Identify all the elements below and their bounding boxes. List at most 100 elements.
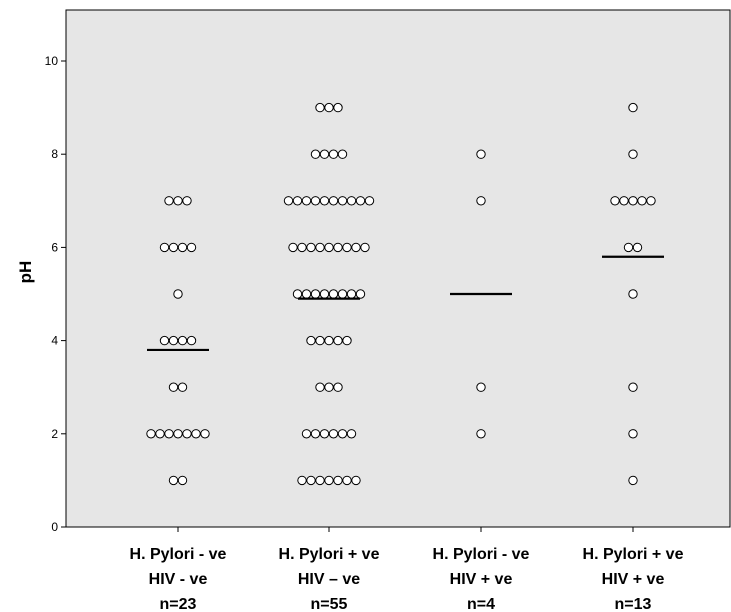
data-point <box>319 429 330 439</box>
data-point <box>319 289 330 299</box>
category-group <box>450 149 512 532</box>
data-point <box>177 475 188 486</box>
category-label-line: HIV - ve <box>149 571 208 588</box>
category-label-line: n=55 <box>311 596 348 612</box>
data-point <box>159 242 170 253</box>
data-point <box>351 242 361 253</box>
category-label-line: H. Pylori - ve <box>433 546 530 563</box>
data-point <box>164 196 174 206</box>
data-point <box>476 382 486 392</box>
y-tick-label: 2 <box>51 427 58 441</box>
data-point <box>628 475 638 486</box>
y-tick-label: 8 <box>51 147 58 161</box>
data-point <box>301 429 312 439</box>
data-point <box>168 242 179 253</box>
data-point <box>328 196 339 206</box>
categories <box>146 102 664 532</box>
data-point <box>315 382 325 392</box>
data-point <box>628 382 638 392</box>
category-label-line: H. Pylori - ve <box>130 546 227 563</box>
data-point <box>306 242 316 253</box>
data-point <box>337 289 348 299</box>
data-point <box>310 196 321 206</box>
data-point <box>476 429 486 439</box>
data-point <box>173 289 183 299</box>
data-point <box>315 102 325 113</box>
data-point <box>292 289 303 299</box>
category-group <box>283 102 375 532</box>
data-point <box>646 196 656 206</box>
data-point <box>342 475 352 486</box>
y-tick-label: 10 <box>45 54 59 68</box>
data-point <box>310 289 321 299</box>
data-point <box>337 149 348 159</box>
data-point <box>177 382 188 392</box>
data-point <box>328 289 339 299</box>
y-tick-label: 6 <box>51 240 58 254</box>
data-point <box>637 196 647 206</box>
data-point <box>159 335 170 346</box>
data-point <box>324 382 334 392</box>
data-point <box>346 429 357 439</box>
data-point <box>333 242 343 253</box>
category-label-line: H. Pylori + ve <box>583 546 684 563</box>
y-tick-label: 4 <box>51 334 58 348</box>
data-point <box>628 102 638 113</box>
data-point <box>315 475 325 486</box>
data-point <box>283 196 294 206</box>
data-point <box>628 289 638 299</box>
data-point <box>324 475 334 486</box>
data-point <box>342 242 352 253</box>
data-point <box>168 382 179 392</box>
data-point <box>306 475 316 486</box>
data-point <box>306 335 316 346</box>
data-point <box>619 196 629 206</box>
data-point <box>164 429 174 439</box>
category-label-line: n=13 <box>615 596 652 612</box>
category-group <box>146 196 210 532</box>
data-point <box>324 335 334 346</box>
category-label-line: n=4 <box>467 596 495 612</box>
data-point <box>301 196 312 206</box>
data-point <box>355 289 366 299</box>
data-point <box>315 242 325 253</box>
data-point <box>186 335 197 346</box>
category-label-line: H. Pylori + ve <box>279 546 380 563</box>
category-label-line: HIV – ve <box>298 571 360 588</box>
data-point <box>173 196 183 206</box>
data-point <box>328 429 339 439</box>
category-group <box>602 102 664 532</box>
data-point <box>319 149 330 159</box>
data-point <box>623 242 634 253</box>
data-point <box>346 196 357 206</box>
data-point <box>346 289 357 299</box>
data-point <box>333 475 343 486</box>
data-point <box>476 149 486 159</box>
y-tick-label: 0 <box>51 520 58 534</box>
data-point <box>200 429 210 439</box>
data-point <box>310 429 321 439</box>
data-point <box>628 196 638 206</box>
data-point <box>173 429 183 439</box>
data-point <box>324 102 334 113</box>
data-point <box>610 196 620 206</box>
data-point <box>351 475 361 486</box>
data-point <box>315 335 325 346</box>
data-point <box>297 475 307 486</box>
data-point <box>360 242 370 253</box>
data-point <box>168 335 179 346</box>
data-point <box>182 196 192 206</box>
data-point <box>301 289 312 299</box>
data-point <box>333 335 343 346</box>
category-label-line: n=23 <box>160 596 197 612</box>
data-point <box>297 242 307 253</box>
category-label-line: HIV + ve <box>602 571 665 588</box>
data-point <box>292 196 303 206</box>
data-point <box>182 429 192 439</box>
data-point <box>342 335 352 346</box>
data-point <box>288 242 298 253</box>
data-point <box>146 429 156 439</box>
y-axis: 0 2 4 6 8 10 <box>45 54 66 534</box>
plot-area <box>65 9 731 528</box>
